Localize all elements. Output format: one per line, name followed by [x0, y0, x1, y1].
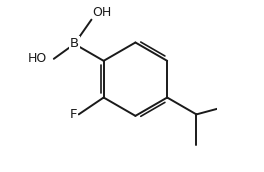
Text: F: F [69, 108, 77, 121]
Text: HO: HO [28, 52, 47, 65]
Text: OH: OH [92, 6, 112, 19]
Text: B: B [70, 37, 79, 50]
